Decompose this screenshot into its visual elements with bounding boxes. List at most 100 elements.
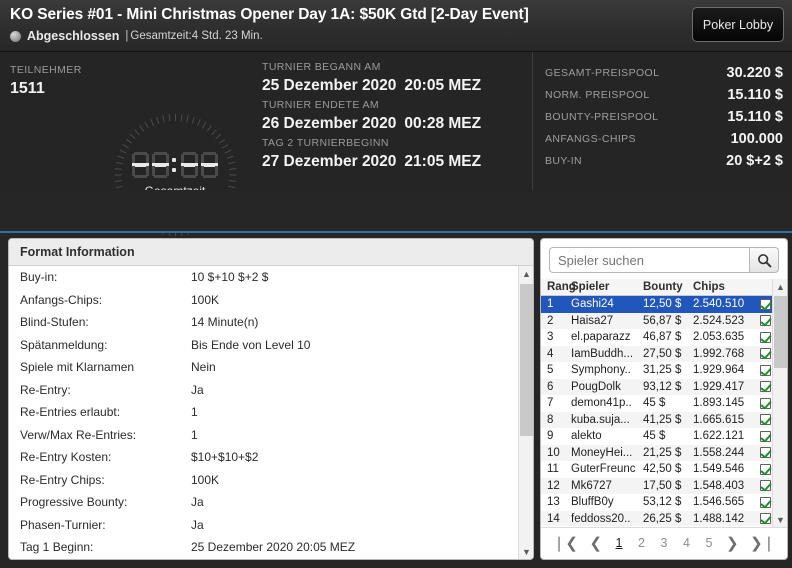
checkmark-icon — [760, 298, 771, 310]
tab-bar: ZusammenfassungTischeAuszahlungenStruktu… — [0, 190, 792, 421]
format-key: Progressive Bounty: — [20, 495, 128, 510]
pagination-last-button[interactable]: ❯❘ — [750, 534, 776, 552]
poker-lobby-button[interactable]: Poker Lobby — [692, 7, 784, 42]
column-header-chips[interactable]: Chips — [693, 281, 725, 293]
search-button[interactable] — [749, 247, 779, 273]
format-row: Spätanmeldung: Bis Ende von Level 10 — [9, 334, 533, 357]
format-row: Re-Entry Chips: 100K — [9, 469, 533, 492]
player-rank: 3 — [547, 331, 554, 344]
player-rank: 4 — [547, 347, 554, 360]
player-status-cell — [757, 496, 774, 508]
pagination-page-5[interactable]: 5 — [705, 535, 713, 550]
player-chips: 1.549.546 — [693, 463, 745, 476]
date-row: TAG 2 TURNIERBEGINN 27 Dezember 2020 21:05… — [262, 136, 481, 172]
player-rank: 6 — [547, 380, 554, 393]
scroll-up-icon[interactable]: ▲ — [776, 281, 785, 292]
pagination-next-button[interactable]: ❯ — [725, 534, 739, 552]
date-row: TURNIER BEGANN AM 25 Dezember 2020 20:05 M… — [262, 60, 481, 96]
prize-row: NORM. PREISPOOL 15.110 $ — [545, 84, 783, 106]
scroll-up-icon[interactable]: ▲ — [522, 268, 531, 279]
checkmark-icon — [760, 331, 771, 343]
player-name: MoneyHei... — [571, 446, 633, 459]
format-panel-title: Format Information — [9, 239, 533, 266]
player-bounty: 12,50 $ — [643, 298, 682, 311]
pagination-first-button[interactable]: ❘❮ — [552, 534, 578, 552]
participants-value: 1511 — [10, 80, 45, 97]
table-row[interactable]: 4 IamBuddh... 27,50 $ 1.992.768 — [541, 345, 787, 362]
format-key: Buy-in: — [20, 270, 58, 285]
table-row[interactable]: 11 GuterFreunc 42,50 $ 1.549.546 — [541, 461, 787, 478]
format-row: Phasen-Turnier: Ja — [9, 514, 533, 537]
scrollbar-thumb[interactable] — [520, 284, 533, 436]
pagination-prev-button[interactable]: ❮ — [589, 534, 603, 552]
tournament-dates: TURNIER BEGANN AM 25 Dezember 2020 20:05 M… — [262, 60, 481, 174]
player-status-cell — [757, 315, 774, 327]
table-row[interactable]: 12 Mk6727 17,50 $ 1.548.403 — [541, 477, 787, 494]
search-input[interactable] — [549, 247, 749, 273]
total-time-text: Gesamtzeit:4 Std. 23 Min. — [130, 30, 263, 42]
column-header-rang[interactable]: Rang — [547, 281, 576, 293]
player-rank: 1 — [547, 298, 554, 311]
pagination: ❘❮ ❮ 1 2 3 4 5 ❯ ❯❘ — [541, 527, 787, 557]
date-value: 25 Dezember 2020 20:05 MEZ — [262, 75, 481, 96]
format-row: Re-Entry: Ja — [9, 379, 533, 402]
scrollbar-thumb[interactable] — [774, 296, 787, 368]
table-row[interactable]: 14 feddoss20.. 26,25 $ 1.488.142 — [541, 510, 787, 526]
checkmark-icon — [760, 348, 771, 360]
table-row[interactable]: 8 kuba.suja... 41,25 $ 1.665.615 — [541, 411, 787, 428]
format-value: Ja — [191, 495, 204, 510]
player-status-cell — [757, 298, 774, 310]
participants-block: TEILNEHMER 1511 — [10, 64, 82, 98]
checkmark-icon — [760, 513, 771, 525]
table-row[interactable]: 10 MoneyHei... 21,25 $ 1.558.244 — [541, 444, 787, 461]
player-bounty: 45 $ — [643, 430, 666, 443]
player-bounty: 53,12 $ — [643, 496, 682, 509]
player-name: GuterFreunc — [571, 463, 636, 476]
player-chips: 1.929.417 — [693, 380, 745, 393]
player-bounty: 31,25 $ — [643, 364, 682, 377]
tournament-info-bar: TEILNEHMER 1511 — [0, 52, 792, 236]
format-value: Bis Ende von Level 10 — [191, 337, 311, 352]
pagination-page-4[interactable]: 4 — [683, 535, 690, 550]
player-status-cell — [757, 364, 774, 376]
player-chips: 2.053.635 — [693, 331, 745, 344]
format-scrollbar[interactable]: ▲ ▼ — [518, 266, 533, 559]
format-value: Ja — [191, 382, 204, 397]
column-header-bounty[interactable]: Bounty — [643, 281, 683, 293]
player-name: alekto — [571, 430, 602, 443]
format-value: Ja — [191, 517, 204, 532]
format-value: 1 — [191, 427, 198, 442]
player-name: IamBuddh... — [571, 347, 634, 360]
scroll-down-icon[interactable]: ▼ — [522, 546, 531, 557]
player-chips: 2.524.523 — [693, 314, 745, 327]
format-value: Nein — [191, 360, 216, 375]
pagination-page-3[interactable]: 3 — [660, 535, 668, 550]
player-status-cell — [757, 331, 774, 343]
pagination-page-2[interactable]: 2 — [638, 535, 645, 550]
table-row[interactable]: 7 demon41p.. 45 $ 1.893.145 — [541, 395, 787, 412]
scroll-down-icon[interactable]: ▼ — [776, 514, 785, 525]
table-row[interactable]: 2 Haisa27 56,87 $ 2.524.523 — [541, 312, 787, 329]
player-bounty: 56,87 $ — [643, 314, 682, 327]
player-rank: 14 — [547, 512, 560, 525]
format-value: $10+$10+$2 — [191, 450, 259, 465]
pagination-page-1[interactable]: 1 — [615, 535, 623, 550]
format-value: 1 — [191, 405, 198, 420]
format-row: Tag 1 Beginn: 25 Dezember 2020 20:05 MEZ — [9, 536, 533, 559]
table-row[interactable]: 6 PougDolk 93,12 $ 1.929.417 — [541, 378, 787, 395]
table-row[interactable]: 3 el.paparazz 46,87 $ 2.053.635 — [541, 329, 787, 346]
table-row[interactable]: 9 alekto 45 $ 1.622.121 — [541, 428, 787, 445]
player-name: kuba.suja... — [571, 413, 630, 426]
date-value: 27 Dezember 2020 21:05 MEZ — [262, 151, 481, 172]
format-key: Anfangs-Chips: — [20, 292, 103, 307]
table-row[interactable]: 1 Gashi24 12,50 $ 2.540.510 — [541, 296, 787, 313]
prize-row: GESAMT-PREISPOOL 30.220 $ — [545, 62, 783, 84]
format-row: Buy-in: 10 $+10 $+2 $ — [9, 266, 533, 289]
player-bounty: 45 $ — [643, 397, 666, 410]
table-row[interactable]: 5 Symphony.. 31,25 $ 1.929.964 — [541, 362, 787, 379]
table-row[interactable]: 13 BluffB0y 53,12 $ 1.546.565 — [541, 494, 787, 511]
players-scrollbar[interactable]: ▲ ▼ — [772, 279, 787, 527]
players-table-body: 1 Gashi24 12,50 $2.540.510 2 Haisa27 56,87 $2… — [541, 296, 787, 526]
column-header-spieler[interactable]: Spieler — [571, 281, 610, 293]
info-left-section: TEILNEHMER 1511 — [0, 52, 532, 236]
